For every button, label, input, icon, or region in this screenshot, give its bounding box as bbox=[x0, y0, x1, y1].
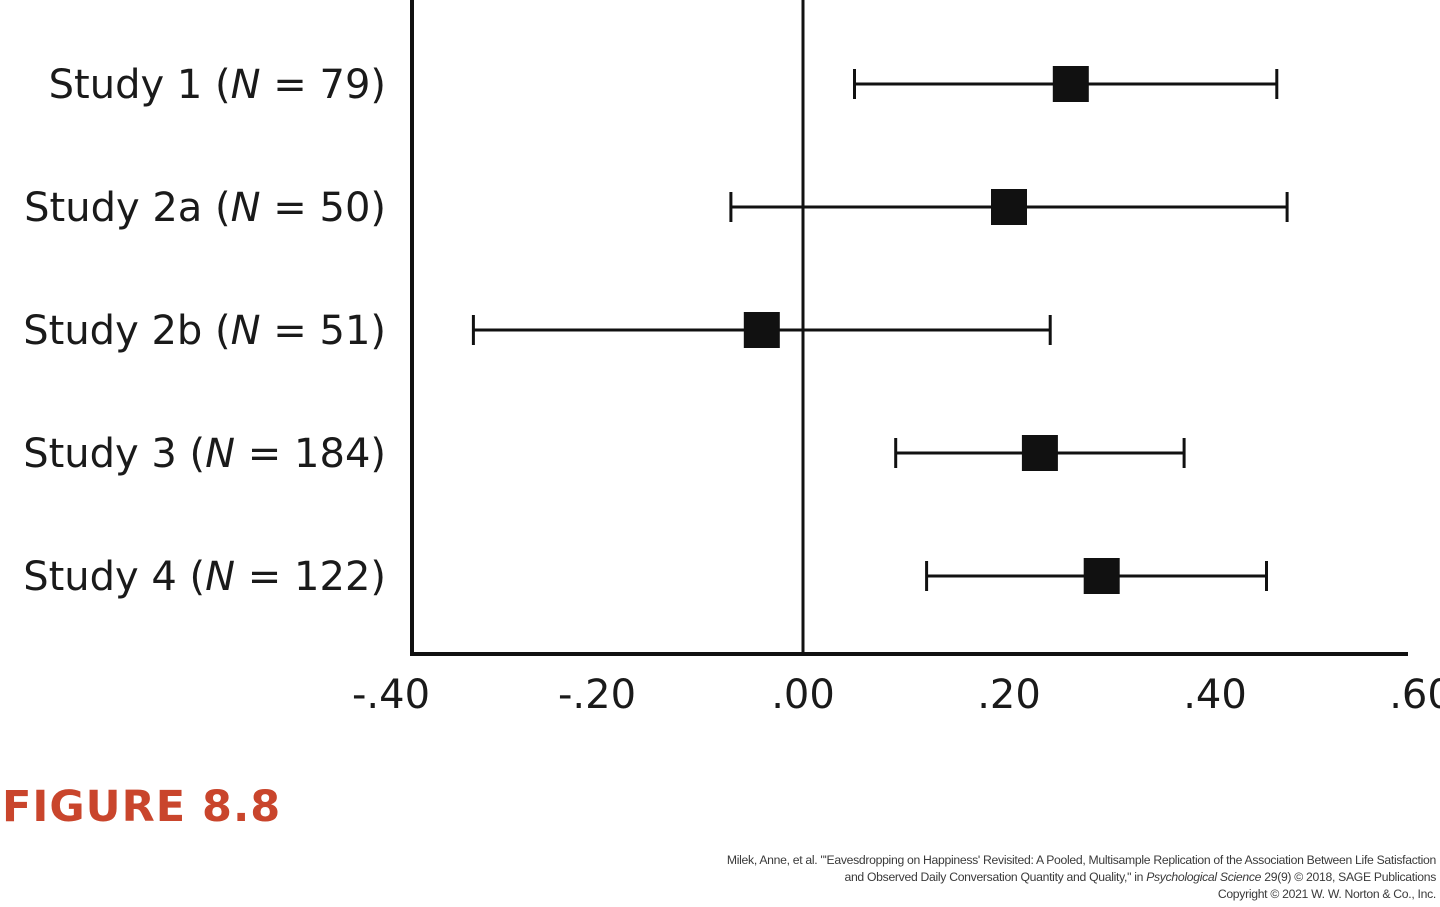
study-label-n: N bbox=[231, 308, 261, 354]
study-label-n: N bbox=[231, 62, 261, 108]
x-tick-label: .40 bbox=[1183, 672, 1247, 718]
figure-label: FIGURE 8.8 bbox=[2, 782, 282, 832]
study-label-prefix: Study 3 ( bbox=[23, 431, 205, 477]
forest-plot: -.40-.20.00.20.40.60Study 1 (N = 79)Stud… bbox=[23, 0, 1440, 718]
credit-line-3: Copyright © 2021 W. W. Norton & Co., Inc… bbox=[1217, 887, 1436, 901]
point-estimate-marker bbox=[743, 312, 780, 348]
study-label-n: N bbox=[205, 554, 235, 600]
source-credit: Milek, Anne, et al. "'Eavesdropping on H… bbox=[336, 852, 1436, 903]
study-label-suffix: = 50) bbox=[261, 185, 386, 231]
credit-line-2: and Observed Daily Conversation Quantity… bbox=[336, 869, 1436, 886]
credit-journal: Psychological Science bbox=[1146, 870, 1262, 884]
study-label: Study 1 (N = 79) bbox=[49, 62, 386, 108]
study-label-n: N bbox=[205, 431, 235, 477]
x-tick-label: .60 bbox=[1389, 672, 1440, 718]
credit-line-1: Milek, Anne, et al. "'Eavesdropping on H… bbox=[726, 853, 1436, 867]
point-estimate-marker bbox=[1083, 558, 1120, 594]
study-label-n: N bbox=[231, 185, 261, 231]
study-label: Study 2b (N = 51) bbox=[23, 308, 386, 354]
credit-line-2-post: 29(9) © 2018, SAGE Publications bbox=[1261, 870, 1436, 884]
x-tick-label: .20 bbox=[977, 672, 1041, 718]
x-tick-label: -.40 bbox=[352, 672, 430, 718]
study-label-suffix: = 122) bbox=[235, 554, 386, 600]
study-label-prefix: Study 2a ( bbox=[24, 185, 230, 231]
study-label-suffix: = 79) bbox=[261, 62, 386, 108]
point-estimate-marker bbox=[1052, 66, 1089, 102]
study-label: Study 4 (N = 122) bbox=[23, 554, 386, 600]
study-label-suffix: = 51) bbox=[261, 308, 386, 354]
study-label-prefix: Study 2b ( bbox=[23, 308, 230, 354]
study-label-suffix: = 184) bbox=[235, 431, 386, 477]
point-estimate-marker bbox=[991, 189, 1027, 225]
x-tick-label: .00 bbox=[771, 672, 835, 718]
study-label: Study 2a (N = 50) bbox=[24, 185, 386, 231]
study-label-prefix: Study 1 ( bbox=[49, 62, 231, 108]
x-tick-label: -.20 bbox=[558, 672, 636, 718]
study-label: Study 3 (N = 184) bbox=[23, 431, 386, 477]
credit-line-2-pre: and Observed Daily Conversation Quantity… bbox=[844, 870, 1147, 884]
point-estimate-marker bbox=[1021, 435, 1058, 471]
study-label-prefix: Study 4 ( bbox=[23, 554, 205, 600]
